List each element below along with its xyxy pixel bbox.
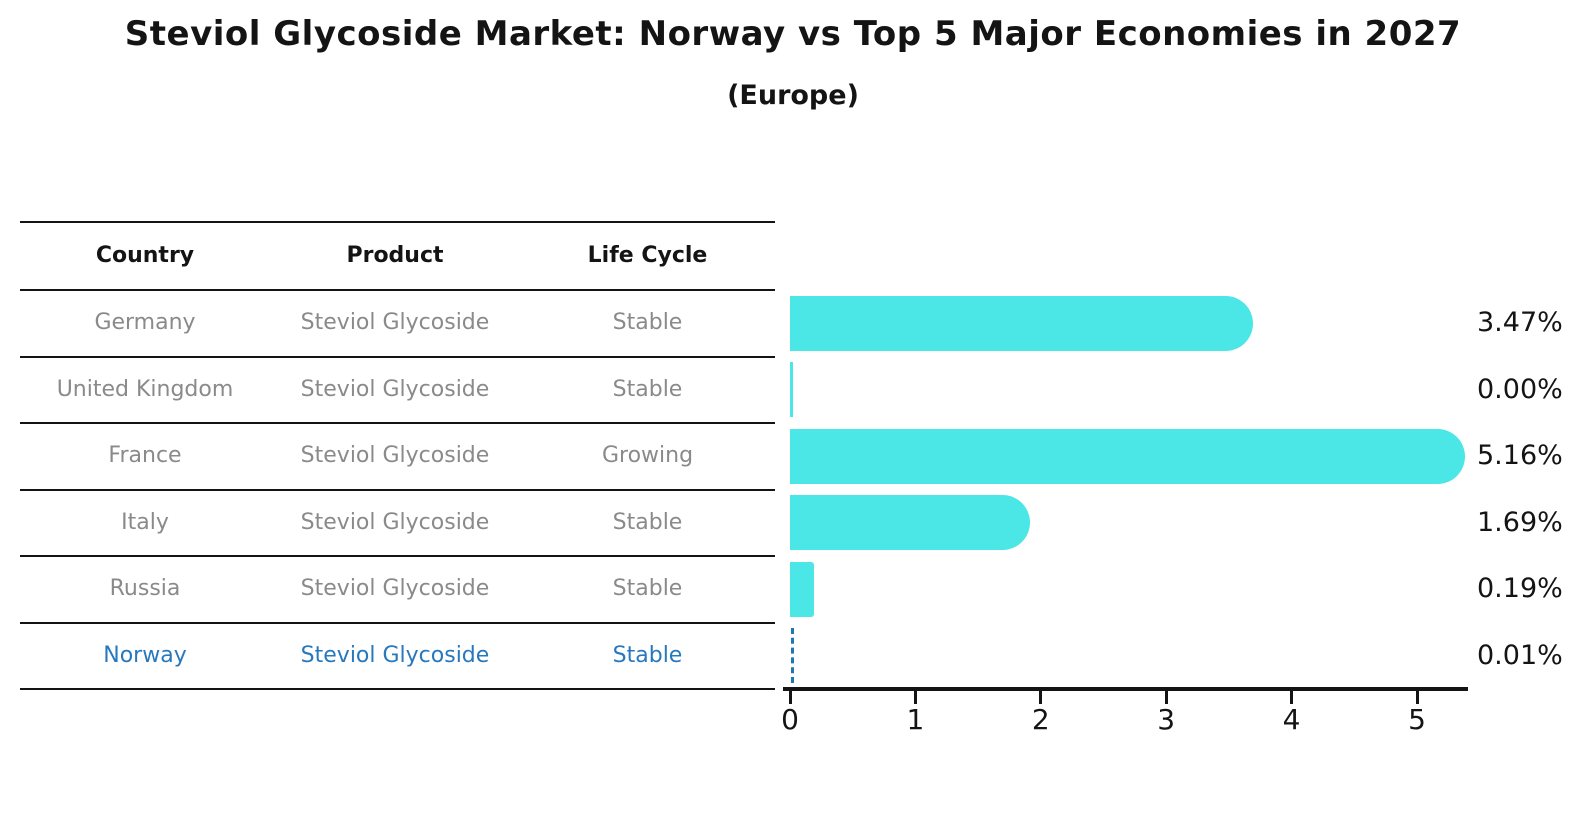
- x-tick-5: [1415, 691, 1419, 704]
- cell-life-cycle-italy: Stable: [612, 509, 683, 535]
- x-tick-2: [1039, 691, 1043, 704]
- value-label-norway: 0.01%: [1477, 639, 1563, 671]
- chart-title: Steviol Glycoside Market: Norway vs Top …: [124, 14, 1462, 54]
- cell-country-germany: Germany: [94, 310, 196, 335]
- x-tick-label-0: 0: [781, 703, 799, 736]
- cell-product-russia: Steviol Glycoside: [300, 576, 490, 601]
- cell-life-cycle-germany: Stable: [612, 310, 683, 335]
- table-divider-0: [20, 221, 775, 223]
- value-label-italy: 1.69%: [1477, 506, 1563, 538]
- cell-life-cycle-france: Growing: [601, 443, 694, 468]
- cell-product-italy: Steviol Glycoside: [300, 509, 490, 535]
- x-tick-label-4: 4: [1282, 703, 1301, 736]
- cell-product-united-kingdom: Steviol Glycoside: [300, 376, 490, 402]
- cell-country-united-kingdom: United Kingdom: [56, 376, 234, 402]
- value-label-france: 5.16%: [1477, 440, 1563, 472]
- table-divider-5: [20, 555, 775, 557]
- cell-country-italy: Italy: [121, 509, 169, 535]
- table-divider-2: [20, 355, 775, 358]
- table-divider-4: [20, 488, 775, 491]
- bar-russia: [790, 561, 814, 617]
- x-axis-line: [783, 687, 1468, 691]
- chart-subtitle: (Europe): [727, 80, 859, 111]
- cell-life-cycle-russia: Stable: [612, 576, 683, 601]
- column-header-life-cycle: Life Cycle: [587, 243, 708, 268]
- x-tick-1: [913, 691, 917, 704]
- column-header-country: Country: [95, 243, 195, 268]
- table-divider-7: [20, 688, 775, 690]
- cell-product-norway: Steviol Glycoside: [300, 642, 490, 668]
- x-tick-label-1: 1: [906, 703, 925, 736]
- cell-product-germany: Steviol Glycoside: [300, 310, 490, 335]
- cell-product-france: Steviol Glycoside: [300, 443, 490, 468]
- cell-country-norway: Norway: [103, 642, 187, 668]
- table-divider-1: [20, 289, 775, 291]
- x-tick-4: [1290, 691, 1294, 704]
- cell-country-france: France: [108, 443, 182, 468]
- value-label-russia: 0.19%: [1477, 573, 1563, 605]
- highlight-dashed-marker-norway: [791, 628, 795, 684]
- cell-country-russia: Russia: [109, 576, 181, 601]
- bar-france: [790, 428, 1466, 484]
- bar-germany: [790, 295, 1254, 351]
- cell-life-cycle-norway: Stable: [612, 642, 683, 668]
- x-tick-3: [1164, 691, 1168, 704]
- x-tick-label-3: 3: [1157, 703, 1176, 736]
- table-divider-6: [20, 621, 775, 624]
- value-label-united-kingdom: 0.00%: [1477, 373, 1563, 405]
- x-tick-0: [788, 691, 792, 704]
- bar-italy: [790, 495, 1030, 551]
- cell-life-cycle-united-kingdom: Stable: [612, 376, 683, 402]
- value-label-germany: 3.47%: [1477, 307, 1563, 339]
- bar-united-kingdom: [790, 362, 793, 418]
- x-tick-label-5: 5: [1408, 703, 1426, 736]
- column-header-product: Product: [346, 243, 444, 268]
- x-tick-label-2: 2: [1031, 703, 1050, 736]
- table-divider-3: [20, 422, 775, 424]
